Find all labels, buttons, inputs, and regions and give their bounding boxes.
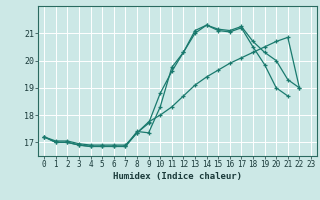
X-axis label: Humidex (Indice chaleur): Humidex (Indice chaleur) [113,172,242,181]
